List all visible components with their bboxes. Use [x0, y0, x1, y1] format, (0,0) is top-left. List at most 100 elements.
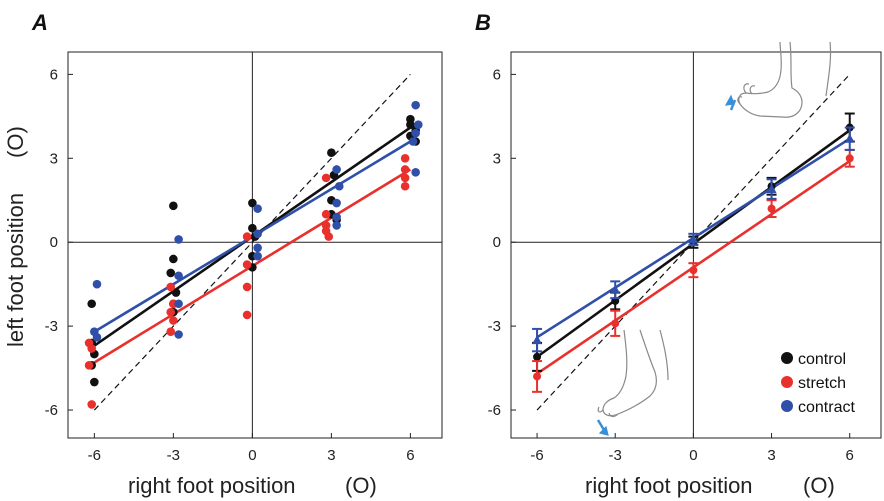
y-tick-label: 3	[50, 150, 58, 167]
x-axis-unit-a: (O)	[345, 473, 377, 498]
x-tick-label: 6	[406, 447, 414, 464]
data-point-stretch	[533, 372, 542, 381]
data-point-contract	[253, 204, 262, 213]
plot-frame	[510, 51, 882, 439]
data-point-contract	[174, 235, 183, 244]
y-axis-unit: (O)	[3, 126, 28, 158]
data-point-stretch	[166, 307, 176, 317]
data-point-control	[90, 377, 99, 387]
data-point-stretch	[242, 260, 252, 269]
data-point-stretch	[400, 181, 410, 191]
x-tick-label: -3	[167, 447, 180, 464]
data-point-stretch	[166, 282, 176, 292]
data-point-contract	[332, 198, 341, 208]
data-point-contract	[174, 299, 183, 309]
data-point-contract	[253, 243, 262, 253]
x-tick-label: 6	[846, 447, 854, 464]
x-axis-title-b: right foot position	[585, 473, 753, 498]
legend-label-contract: contract	[798, 399, 855, 416]
foot-toes-up-icon	[724, 41, 832, 118]
data-point-contract	[334, 181, 344, 191]
y-tick-label: 0	[493, 234, 501, 251]
data-point-stretch	[400, 153, 410, 163]
data-point-control	[327, 148, 336, 157]
data-point-control	[533, 352, 542, 361]
legend-label-control: control	[798, 351, 846, 368]
panel-label-b: B	[475, 10, 491, 35]
data-point-contract	[411, 100, 420, 110]
x-tick-label: 0	[689, 447, 697, 464]
panel-a: -6 -3 0 3 6 -6 -3 0 3 6	[45, 51, 443, 464]
data-point-contract	[411, 167, 420, 177]
identity-line	[536, 73, 851, 411]
y-axis-title: left foot position	[3, 193, 28, 347]
data-point-control	[406, 120, 415, 130]
data-point-stretch	[242, 282, 252, 292]
data-point-contract	[408, 137, 418, 146]
panel-b: -6 -3 0 3 6 -6 -3 0 3 6	[488, 51, 882, 464]
y-axis-title-group: left foot position (O)	[3, 126, 28, 347]
data-point-stretch	[321, 173, 331, 183]
foot-toes-down-icon	[596, 329, 669, 436]
data-point-control	[169, 254, 178, 264]
data-point-contract	[332, 221, 341, 230]
panel-label-a: A	[31, 10, 48, 35]
x-axis-unit-b: (O)	[803, 473, 835, 498]
x-tick-label: 3	[327, 447, 335, 464]
data-point-stretch	[169, 316, 178, 325]
data-point-stretch	[845, 154, 854, 163]
y-tick-label: -3	[488, 318, 501, 335]
legend-label-stretch: stretch	[798, 375, 846, 392]
data-point-control	[171, 288, 181, 297]
y-tick-label: 6	[493, 66, 501, 83]
data-point-contract	[253, 229, 262, 239]
data-point-stretch	[242, 232, 252, 241]
x-tick-label: -6	[88, 447, 101, 464]
data-point-contract	[332, 212, 341, 222]
data-point-contract	[610, 284, 621, 294]
data-point-stretch	[400, 165, 410, 174]
data-point-contract	[844, 133, 855, 143]
data-point-contract	[253, 251, 262, 261]
legend: control stretch contract	[781, 351, 855, 416]
data-point-control	[166, 268, 176, 278]
y-tick-label: -3	[45, 318, 58, 335]
data-point-stretch	[767, 204, 776, 213]
data-point-contract	[688, 234, 699, 244]
data-point-stretch	[166, 327, 176, 337]
legend-marker-contract	[781, 400, 793, 412]
y-tick-label: -6	[488, 402, 501, 419]
data-point-stretch	[689, 266, 698, 275]
data-point-contract	[174, 271, 183, 281]
data-point-stretch	[400, 173, 410, 183]
identity-line	[93, 73, 411, 411]
data-point-contract	[174, 330, 183, 339]
y-tick-label: -6	[45, 402, 58, 419]
data-point-contract	[332, 165, 341, 174]
data-point-contract	[92, 279, 102, 289]
y-tick-label: 3	[493, 150, 501, 167]
data-point-contract	[411, 128, 420, 138]
data-point-stretch	[84, 360, 94, 370]
data-point-control	[248, 198, 257, 208]
x-tick-label: 0	[248, 447, 256, 464]
y-tick-label: 0	[50, 234, 58, 251]
x-tick-label: -3	[609, 447, 622, 464]
data-point-stretch	[324, 232, 334, 241]
legend-marker-stretch	[781, 376, 793, 388]
data-point-contract	[413, 120, 423, 130]
data-point-contract	[92, 333, 102, 342]
data-point-stretch	[242, 310, 252, 320]
x-tick-label: 3	[767, 447, 775, 464]
data-point-control	[248, 223, 257, 233]
data-point-stretch	[87, 344, 97, 353]
plot-frame	[67, 51, 443, 439]
legend-marker-control	[781, 352, 793, 364]
data-point-stretch	[611, 319, 620, 328]
data-point-stretch	[87, 400, 97, 409]
data-point-stretch	[321, 209, 331, 219]
x-tick-label: -6	[530, 447, 543, 464]
data-point-control	[87, 299, 97, 309]
data-point-control	[169, 201, 178, 211]
